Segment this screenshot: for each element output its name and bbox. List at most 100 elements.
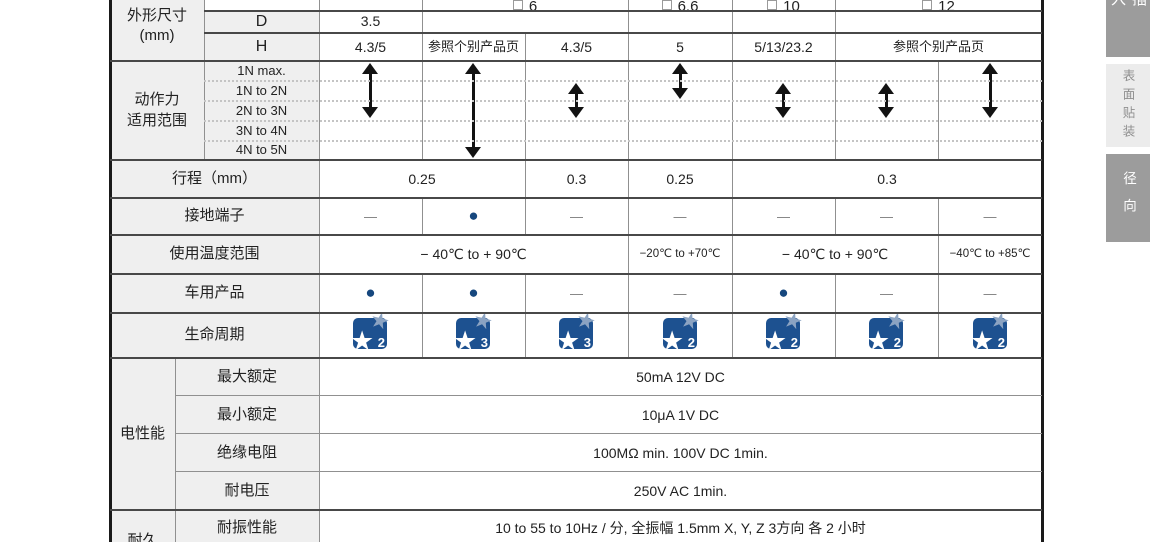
- size-group-label: 外形尺寸 (mm): [110, 0, 204, 61]
- automotive-value: ●: [365, 283, 376, 303]
- lifecycle-badge: ★ ★ 3: [556, 306, 599, 355]
- durability-group-label-text: 耐久: [127, 531, 158, 542]
- column-header-size-6: 6: [422, 0, 628, 33]
- grid-line: [525, 33, 526, 235]
- force-group-label-line1: 动作力: [134, 91, 180, 109]
- grid-line: [319, 0, 320, 542]
- vibration-row-label: 耐振性能: [175, 510, 319, 542]
- automotive-value: ●: [468, 283, 479, 303]
- travel-value: 0.3: [877, 170, 897, 187]
- star-icon: ★: [556, 326, 581, 356]
- ground-terminal-row-label: 接地端子: [110, 198, 319, 235]
- d-value-cell: 3.5: [360, 13, 381, 30]
- force-range-arrow: [982, 63, 998, 118]
- tab-surface-mount[interactable]: 表面贴装: [1106, 64, 1150, 147]
- lifecycle-rating: 2: [377, 335, 385, 350]
- ground-terminal-value: —: [880, 208, 893, 224]
- star-icon: ★: [866, 326, 891, 356]
- automotive-value: —: [673, 285, 687, 301]
- grid-line: [110, 60, 1042, 62]
- star-icon: ★: [763, 326, 788, 356]
- vibration-row-value: 10 to 55 to 10Hz / 分, 全振幅 1.5mm X, Y, Z …: [495, 519, 866, 536]
- automotive-value: ●: [778, 283, 789, 303]
- grid-line: [938, 61, 939, 160]
- tab-radial[interactable]: 径向: [1106, 154, 1150, 242]
- force-range-label: 4N to 5N: [204, 140, 319, 160]
- size-group-label-line1: 外形尺寸: [126, 6, 187, 24]
- grid-line: [110, 509, 1042, 511]
- electrical-row-value: 250V AC 1min.: [633, 482, 728, 499]
- h-value-cell: 5: [676, 38, 684, 55]
- electrical-row-label: 耐电压: [175, 472, 319, 510]
- h-value-cell: 参照个别产品页: [892, 39, 984, 55]
- star-icon: ★: [453, 326, 478, 356]
- lifecycle-rating: 3: [583, 335, 591, 350]
- grid-line: [422, 274, 423, 358]
- force-range-label: 1N to 2N: [204, 80, 319, 101]
- h-value-cell: 4.3/5: [560, 38, 593, 55]
- size-group-label-line2: (mm): [139, 27, 175, 44]
- star-icon: ★: [660, 326, 685, 356]
- row-label-h: H: [204, 33, 319, 61]
- electrical-row-value: 10μA 1V DC: [641, 406, 720, 423]
- temperature-value: −40℃ to +85℃: [949, 247, 1031, 260]
- automotive-value: —: [880, 285, 893, 301]
- lifecycle-rating: 2: [790, 335, 798, 350]
- ground-terminal-value: —: [364, 208, 377, 224]
- row-label-d: D: [204, 10, 319, 33]
- lifecycle-badge: ★ ★ 2: [763, 306, 806, 355]
- tab-radial-label: 径向: [1121, 170, 1136, 226]
- automotive-value: —: [570, 285, 583, 301]
- grid-line: [525, 274, 526, 358]
- column-header-size-12: 12: [835, 0, 1042, 33]
- ground-terminal-value: —: [673, 208, 687, 224]
- lifecycle-rating: 2: [893, 335, 901, 350]
- column-header-size-6-6: 6.6: [628, 0, 732, 33]
- electrical-group-label: 电性能: [110, 358, 175, 510]
- grid-line: [110, 234, 1042, 236]
- force-range-label: 2N to 3N: [204, 100, 319, 121]
- grid-line: [110, 159, 1042, 161]
- grid-line: [204, 120, 1042, 122]
- lifecycle-rating: 2: [687, 335, 695, 350]
- star-icon: ★: [970, 326, 995, 356]
- lifecycle-rating: 3: [480, 335, 488, 350]
- grid-line: [110, 357, 1042, 359]
- force-range-label: 1N max.: [204, 61, 319, 81]
- lifecycle-rating: 2: [997, 335, 1005, 350]
- grid-line: [175, 395, 1042, 396]
- h-value-cell: 参照个别产品页: [427, 39, 519, 55]
- temperature-row-label: 使用温度范围: [110, 235, 319, 274]
- automotive-row-label: 车用产品: [110, 274, 319, 313]
- grid-line: [835, 274, 836, 358]
- travel-value: 0.25: [408, 170, 436, 187]
- grid-line: [110, 273, 1042, 275]
- force-group-label-line2: 适用范围: [126, 111, 187, 129]
- force-range-arrow: [465, 63, 481, 158]
- grid-line: [732, 0, 733, 358]
- temperature-value: − 40℃ to + 90℃: [420, 246, 527, 263]
- h-value-cell: 5/13/23.2: [754, 38, 813, 55]
- travel-value: 0.25: [666, 170, 694, 187]
- h-value-cell: 4.3/5: [354, 38, 387, 55]
- lifecycle-row-label: 生命周期: [110, 313, 319, 358]
- automotive-value: —: [983, 285, 997, 301]
- durability-group-label: 耐久: [110, 510, 175, 542]
- tab-surface-mount-label: 表面贴装: [1120, 68, 1135, 143]
- grid-line: [422, 198, 423, 235]
- force-group-label: 动作力 适用范围: [110, 61, 204, 160]
- temperature-value: −20℃ to +70℃: [639, 247, 721, 260]
- grid-line: [110, 197, 1042, 199]
- column-header-size-6-label: 6: [528, 0, 538, 15]
- column-header-size-10: 10: [732, 0, 835, 33]
- ground-terminal-value: —: [777, 208, 790, 224]
- grid-line: [1041, 0, 1044, 542]
- ground-terminal-value: —: [983, 208, 997, 224]
- grid-line: [175, 433, 1042, 434]
- travel-value: 0.3: [566, 170, 587, 187]
- tab-insertion[interactable]: 插入: [1106, 0, 1150, 57]
- grid-line: [109, 0, 112, 542]
- square-size-icon: [512, 0, 523, 10]
- lifecycle-badge: ★ ★ 2: [866, 306, 909, 355]
- lifecycle-badge: ★ ★ 2: [660, 306, 703, 355]
